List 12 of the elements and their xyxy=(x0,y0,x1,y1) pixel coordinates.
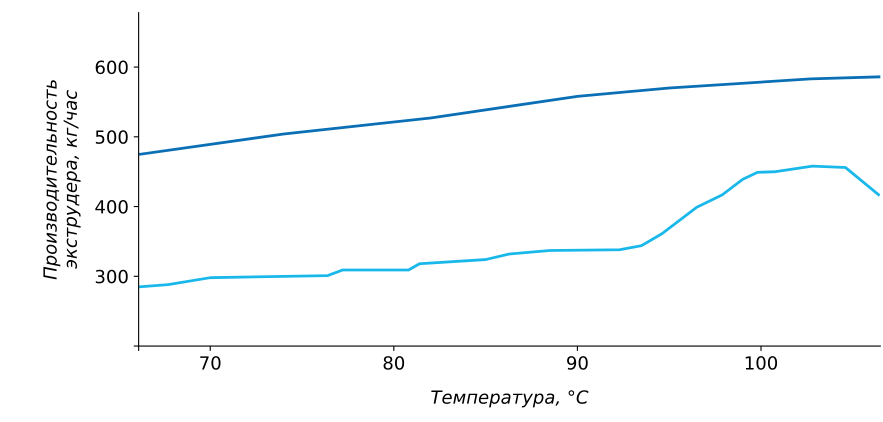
y-tick-label: 300 xyxy=(96,270,128,284)
x-tick-label: 70 xyxy=(200,356,221,370)
y-tick-label: 600 xyxy=(96,60,128,74)
line-series xyxy=(139,75,880,156)
line-series xyxy=(139,164,880,288)
y-tick-label: 400 xyxy=(95,200,128,214)
y-tick-label: 500 xyxy=(96,130,128,144)
x-tick-label: 90 xyxy=(567,356,588,370)
x-axis-title: Температура, °C xyxy=(431,390,588,408)
y-axis-title: Производительность экструдера, кг/час xyxy=(43,80,81,280)
x-tick-label: 80 xyxy=(384,356,404,370)
x-tick-label: 100 xyxy=(746,356,778,370)
